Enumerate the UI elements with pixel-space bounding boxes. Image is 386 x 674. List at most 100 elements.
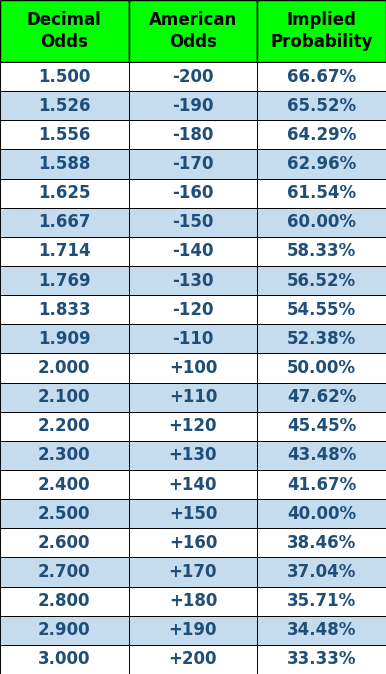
Bar <box>0 441 129 470</box>
Text: -190: -190 <box>172 96 214 115</box>
Text: 1.714: 1.714 <box>38 243 91 260</box>
Bar <box>129 179 257 208</box>
Text: 1.833: 1.833 <box>38 301 91 319</box>
Bar <box>0 353 129 383</box>
Text: 35.71%: 35.71% <box>287 592 356 610</box>
Bar <box>257 120 386 150</box>
Text: 1.909: 1.909 <box>38 330 91 348</box>
Text: -110: -110 <box>172 330 214 348</box>
Text: 1.588: 1.588 <box>38 155 90 173</box>
Bar <box>257 353 386 383</box>
Bar <box>129 120 257 150</box>
Bar <box>129 62 257 91</box>
Text: 1.526: 1.526 <box>38 96 91 115</box>
Text: Implied
Probability: Implied Probability <box>271 11 373 51</box>
Text: 2.600: 2.600 <box>38 534 91 552</box>
Text: 43.48%: 43.48% <box>287 446 356 464</box>
Bar <box>0 150 129 179</box>
Bar <box>0 120 129 150</box>
Bar <box>257 383 386 412</box>
Text: 2.500: 2.500 <box>38 505 91 523</box>
Text: 54.55%: 54.55% <box>287 301 356 319</box>
Bar <box>0 616 129 645</box>
Bar <box>129 470 257 499</box>
Bar <box>129 616 257 645</box>
Text: 2.400: 2.400 <box>38 476 91 493</box>
Bar <box>257 645 386 674</box>
Text: 1.625: 1.625 <box>38 184 91 202</box>
Text: -140: -140 <box>172 243 214 260</box>
Bar <box>0 586 129 616</box>
Bar <box>129 266 257 295</box>
Text: 2.200: 2.200 <box>38 417 91 435</box>
Bar <box>257 470 386 499</box>
Bar <box>0 62 129 91</box>
Text: 65.52%: 65.52% <box>287 96 356 115</box>
Bar <box>0 266 129 295</box>
Text: Decimal
Odds: Decimal Odds <box>27 11 102 51</box>
Text: 33.33%: 33.33% <box>287 650 357 669</box>
Text: +170: +170 <box>169 563 217 581</box>
Bar <box>257 324 386 353</box>
Bar <box>257 266 386 295</box>
Bar <box>129 557 257 586</box>
Text: 2.000: 2.000 <box>38 359 91 377</box>
Text: 2.100: 2.100 <box>38 388 91 406</box>
Text: American
Odds: American Odds <box>149 11 237 51</box>
Bar <box>257 208 386 237</box>
Bar <box>129 91 257 120</box>
Text: 40.00%: 40.00% <box>287 505 356 523</box>
Text: +150: +150 <box>169 505 217 523</box>
Text: 1.769: 1.769 <box>38 272 91 290</box>
Bar <box>0 528 129 557</box>
Bar <box>257 441 386 470</box>
Text: +160: +160 <box>169 534 217 552</box>
Text: +180: +180 <box>169 592 217 610</box>
Bar <box>129 441 257 470</box>
Text: 62.96%: 62.96% <box>287 155 356 173</box>
Text: 61.54%: 61.54% <box>287 184 356 202</box>
Bar <box>0 91 129 120</box>
Bar <box>129 295 257 324</box>
Bar <box>129 383 257 412</box>
Text: 2.800: 2.800 <box>38 592 91 610</box>
Text: +110: +110 <box>169 388 217 406</box>
Text: 1.500: 1.500 <box>38 67 90 86</box>
Text: 60.00%: 60.00% <box>287 213 356 231</box>
Bar <box>257 499 386 528</box>
Text: 66.67%: 66.67% <box>287 67 356 86</box>
Text: 3.000: 3.000 <box>38 650 91 669</box>
Bar <box>0 179 129 208</box>
Bar <box>257 237 386 266</box>
Text: 1.667: 1.667 <box>38 213 91 231</box>
Bar <box>257 0 386 62</box>
Bar <box>129 237 257 266</box>
Text: 45.45%: 45.45% <box>287 417 356 435</box>
Bar <box>129 353 257 383</box>
Text: -180: -180 <box>172 126 214 144</box>
Text: +140: +140 <box>169 476 217 493</box>
Text: 52.38%: 52.38% <box>287 330 356 348</box>
Bar <box>0 470 129 499</box>
Text: 64.29%: 64.29% <box>287 126 356 144</box>
Text: 38.46%: 38.46% <box>287 534 356 552</box>
Bar <box>0 383 129 412</box>
Text: +100: +100 <box>169 359 217 377</box>
Bar <box>0 295 129 324</box>
Bar <box>129 0 257 62</box>
Bar <box>257 412 386 441</box>
Text: -170: -170 <box>172 155 214 173</box>
Text: 2.700: 2.700 <box>38 563 91 581</box>
Bar <box>257 295 386 324</box>
Text: 37.04%: 37.04% <box>287 563 356 581</box>
Text: -200: -200 <box>172 67 214 86</box>
Bar <box>257 179 386 208</box>
Bar <box>0 412 129 441</box>
Bar <box>257 62 386 91</box>
Bar <box>257 586 386 616</box>
Text: 2.300: 2.300 <box>38 446 91 464</box>
Bar <box>0 208 129 237</box>
Bar <box>0 237 129 266</box>
Bar <box>0 0 129 62</box>
Text: 34.48%: 34.48% <box>287 621 356 639</box>
